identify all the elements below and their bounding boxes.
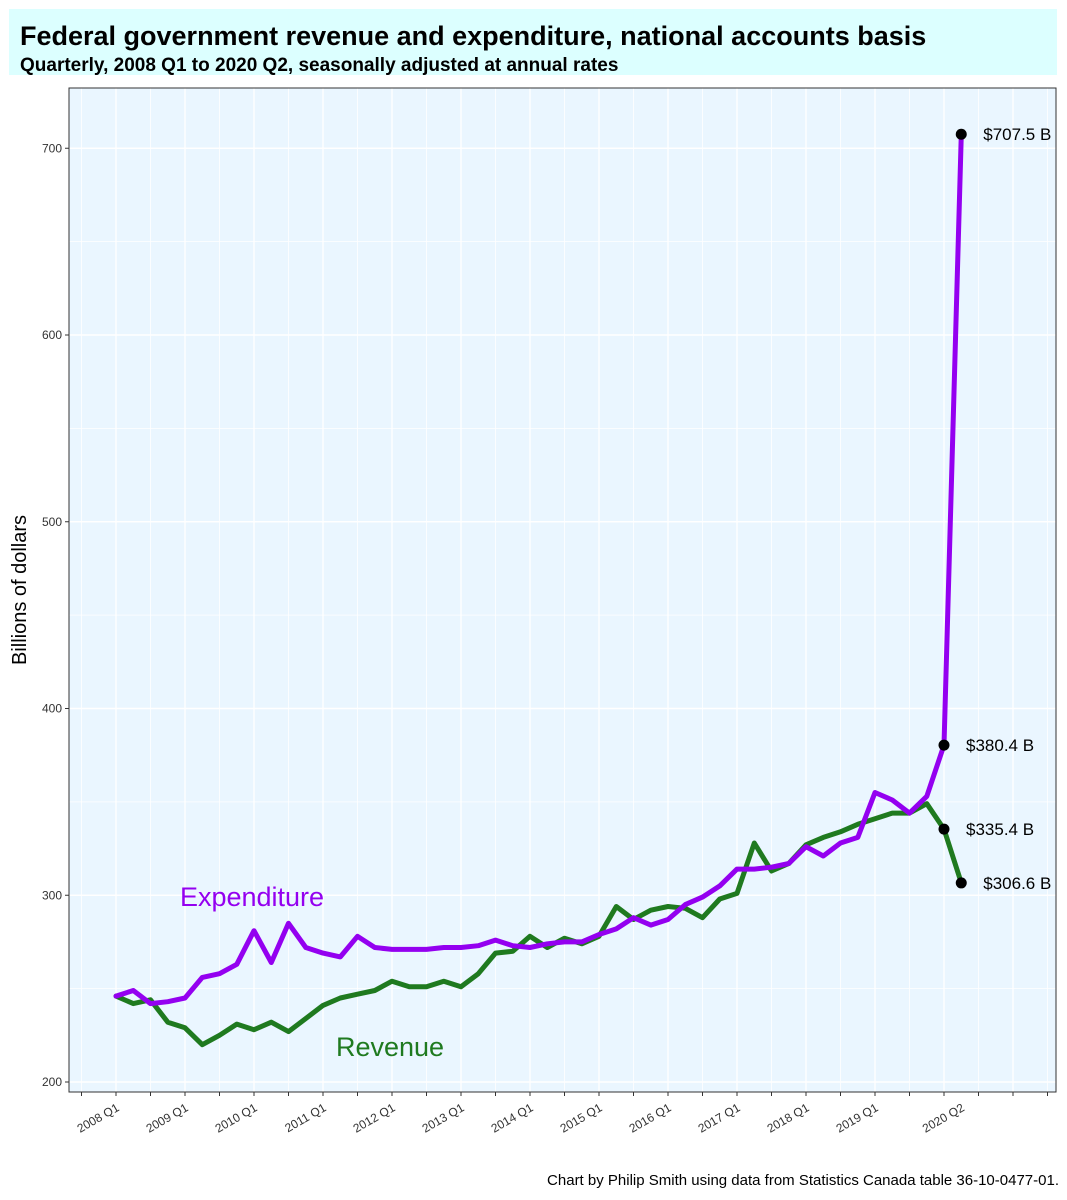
y-tick-label: 400 xyxy=(42,702,62,716)
x-tick-label: 2015 Q1 xyxy=(558,1100,605,1135)
x-tick-label: 2009 Q1 xyxy=(144,1100,191,1135)
annotation-point xyxy=(955,877,967,889)
chart-title: Federal government revenue and expenditu… xyxy=(20,21,927,51)
x-tick-label: 2014 Q1 xyxy=(489,1100,536,1135)
x-tick-label: 2020 Q2 xyxy=(920,1100,967,1135)
x-tick-label: 2011 Q1 xyxy=(282,1100,328,1135)
annotation-point xyxy=(938,739,950,751)
panel-border xyxy=(68,87,1057,1093)
x-tick-label: 2017 Q1 xyxy=(696,1100,743,1135)
series-line-revenue xyxy=(113,801,964,1048)
x-tick-label: 2008 Q1 xyxy=(75,1100,122,1135)
x-tick-label: 2010 Q1 xyxy=(213,1100,260,1135)
series-label-expenditure: Expenditure xyxy=(180,882,324,912)
annotation-label: $380.4 B xyxy=(966,736,1034,755)
annotation-label: $335.4 B xyxy=(966,820,1034,839)
chart-caption: Chart by Philip Smith using data from St… xyxy=(547,1172,1059,1189)
y-axis-title: Billions of dollars xyxy=(9,515,31,665)
plot-panel xyxy=(69,88,1056,1092)
y-tick-label: 300 xyxy=(42,888,62,902)
x-tick-label: 2016 Q1 xyxy=(627,1100,674,1135)
y-tick-label: 700 xyxy=(42,141,62,155)
x-tick-label: 2013 Q1 xyxy=(420,1100,467,1135)
series-line-expenditure xyxy=(113,131,964,1007)
x-tick-label: 2012 Q1 xyxy=(351,1100,398,1135)
y-tick-label: 200 xyxy=(42,1075,62,1089)
chart-subtitle: Quarterly, 2008 Q1 to 2020 Q2, seasonall… xyxy=(20,55,619,76)
y-tick-label: 600 xyxy=(42,328,62,342)
annotation-point xyxy=(938,823,950,835)
x-tick-label: 2018 Q1 xyxy=(765,1100,812,1135)
annotation-label: $306.6 B xyxy=(983,874,1051,893)
annotation-label: $707.5 B xyxy=(983,125,1051,144)
series-label-revenue: Revenue xyxy=(336,1032,444,1062)
y-tick-label: 500 xyxy=(42,515,62,529)
x-tick-label: 2019 Q1 xyxy=(834,1100,881,1135)
annotation-point xyxy=(955,128,967,140)
title-box: Federal government revenue and expenditu… xyxy=(9,9,1057,76)
